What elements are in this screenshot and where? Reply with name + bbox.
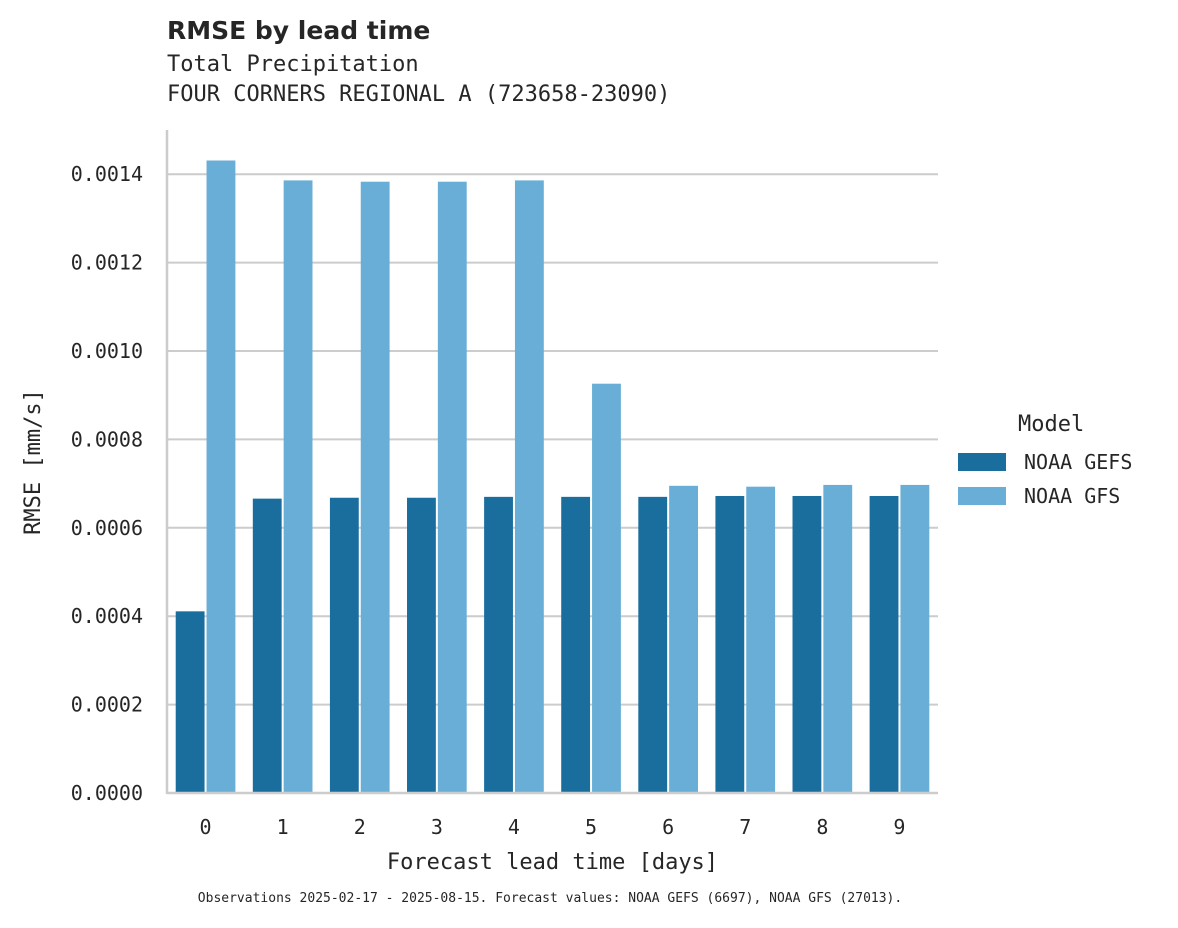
bar-gfs-5	[592, 383, 621, 793]
legend-item-gfs: NOAA GFS	[958, 479, 1132, 513]
y-axis-label: RMSE [mm/s]	[21, 389, 46, 535]
bar-gefs-5	[561, 496, 591, 793]
bar-gefs-7	[715, 495, 745, 793]
x-tick-label-1: 1	[277, 815, 289, 839]
bar-gfs-7	[746, 486, 776, 793]
footnote: Observations 2025-02-17 - 2025-08-15. Fo…	[197, 891, 903, 906]
x-axis-label: Forecast lead time [days]	[387, 850, 718, 875]
legend-item-gefs: NOAA GEFS	[958, 445, 1132, 479]
x-tick-label-4: 4	[508, 815, 520, 839]
legend: Model NOAA GEFS NOAA GFS	[958, 412, 1132, 513]
bar-gefs-8	[792, 495, 822, 793]
subtitle-station: FOUR CORNERS REGIONAL A (723658-23090)	[167, 82, 671, 107]
y-tick-label-4: 0.0008	[71, 427, 143, 451]
y-tick-label-5: 0.0010	[71, 339, 143, 363]
bar-gfs-3	[437, 181, 467, 794]
x-tick-label-6: 6	[662, 815, 674, 839]
bar-gfs-8	[823, 484, 853, 793]
bar-gefs-1	[252, 498, 282, 793]
bar-gefs-0	[175, 611, 205, 793]
legend-swatch-gfs	[958, 487, 1006, 505]
x-tick-label-2: 2	[354, 815, 366, 839]
x-tick-label-3: 3	[431, 815, 443, 839]
x-tick-label-9: 9	[893, 815, 905, 839]
bar-gefs-2	[329, 497, 359, 793]
legend-label-gfs: NOAA GFS	[1024, 484, 1121, 508]
x-tick-label-8: 8	[816, 815, 828, 839]
bar-gefs-4	[484, 496, 513, 793]
legend-swatch-gefs	[958, 453, 1006, 471]
bar-gfs-2	[360, 181, 390, 794]
chart-subtitle: Total Precipitation FOUR CORNERS REGIONA…	[167, 50, 670, 110]
x-tick-label-7: 7	[739, 815, 751, 839]
bar-gfs-4	[514, 180, 544, 793]
bar-gefs-9	[869, 495, 899, 793]
bar-gfs-6	[669, 485, 698, 793]
bar-gfs-0	[206, 160, 236, 794]
y-tick-label-3: 0.0006	[71, 516, 143, 540]
bar-gfs-9	[900, 484, 930, 793]
legend-title: Model	[1018, 412, 1085, 437]
y-tick-label-2: 0.0004	[71, 604, 143, 628]
x-tick-label-0: 0	[200, 815, 212, 839]
legend-label-gefs: NOAA GEFS	[1024, 450, 1133, 474]
bar-gfs-1	[283, 180, 313, 793]
y-tick-label-7: 0.0014	[71, 162, 143, 186]
y-tick-label-1: 0.0002	[71, 693, 143, 717]
y-tick-label-0: 0.0000	[71, 781, 143, 805]
chart-title: RMSE by lead time	[167, 16, 431, 45]
bar-gefs-6	[638, 496, 668, 793]
x-tick-label-5: 5	[585, 815, 597, 839]
bar-gefs-3	[407, 497, 436, 793]
y-tick-label-6: 0.0012	[71, 251, 143, 275]
subtitle-variable: Total Precipitation	[167, 52, 419, 77]
